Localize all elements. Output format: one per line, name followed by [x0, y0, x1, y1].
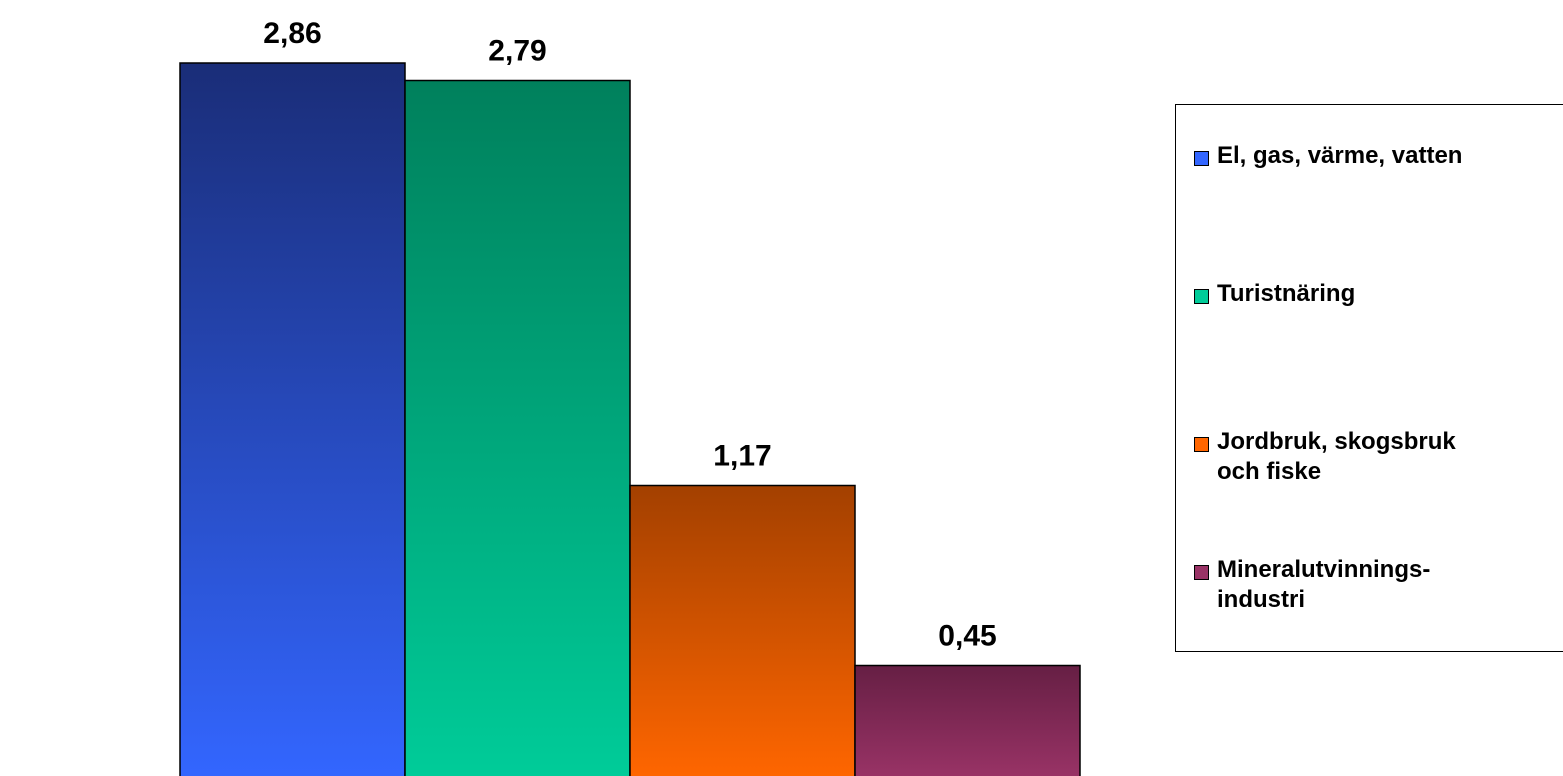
legend-item-jordbruk-skogsbruk-och-fiske: Jordbruk, skogsbruk och fiske: [1194, 427, 1456, 487]
data-label-turistnaring: 2,79: [488, 35, 546, 68]
legend-swatch: [1194, 289, 1209, 304]
bar-jordbruk-skogsbruk-och-fiske: [629, 484, 856, 776]
bar-el-gas-varme-vatten: [179, 62, 406, 776]
legend-label: Jordbruk, skogsbruk och fiske: [1217, 427, 1456, 487]
bar-turistnaring: [404, 79, 631, 776]
legend-label-line: Turistnäring: [1217, 280, 1356, 307]
legend-swatch: [1194, 437, 1209, 452]
data-labels-group: 2,86 2,79 1,17 0,45: [263, 17, 996, 653]
data-label-el-gas-varme-vatten: 2,86: [263, 17, 321, 50]
legend-swatch: [1194, 565, 1209, 580]
legend-swatch: [1194, 151, 1209, 166]
data-label-mineralutvinningsindustri: 0,45: [938, 620, 996, 653]
data-label-jordbruk-skogsbruk-och-fiske: 1,17: [713, 440, 771, 473]
legend-item-el-gas-varme-vatten: El, gas, värme, vatten: [1194, 141, 1462, 171]
legend-label-line: Mineralutvinnings-: [1217, 556, 1431, 583]
bar-mineralutvinningsindustri: [854, 664, 1081, 776]
legend: El, gas, värme, vatten Turistnäring Jordbr…: [1175, 104, 1563, 652]
legend-label: El, gas, värme, vatten: [1217, 141, 1462, 171]
legend-label: Mineralutvinnings-industri: [1217, 555, 1430, 615]
bars-group: [179, 62, 1081, 776]
legend-item-turistnaring: Turistnäring: [1194, 279, 1355, 309]
legend-label-line: och fiske: [1217, 458, 1322, 485]
legend-label: Turistnäring: [1217, 279, 1355, 309]
legend-item-mineralutvinningsindustri: Mineralutvinnings-industri: [1194, 555, 1430, 615]
legend-label-line: industri: [1217, 586, 1305, 613]
legend-label-line: El, gas, värme, vatten: [1217, 142, 1463, 169]
legend-label-line: Jordbruk, skogsbruk: [1217, 428, 1456, 455]
